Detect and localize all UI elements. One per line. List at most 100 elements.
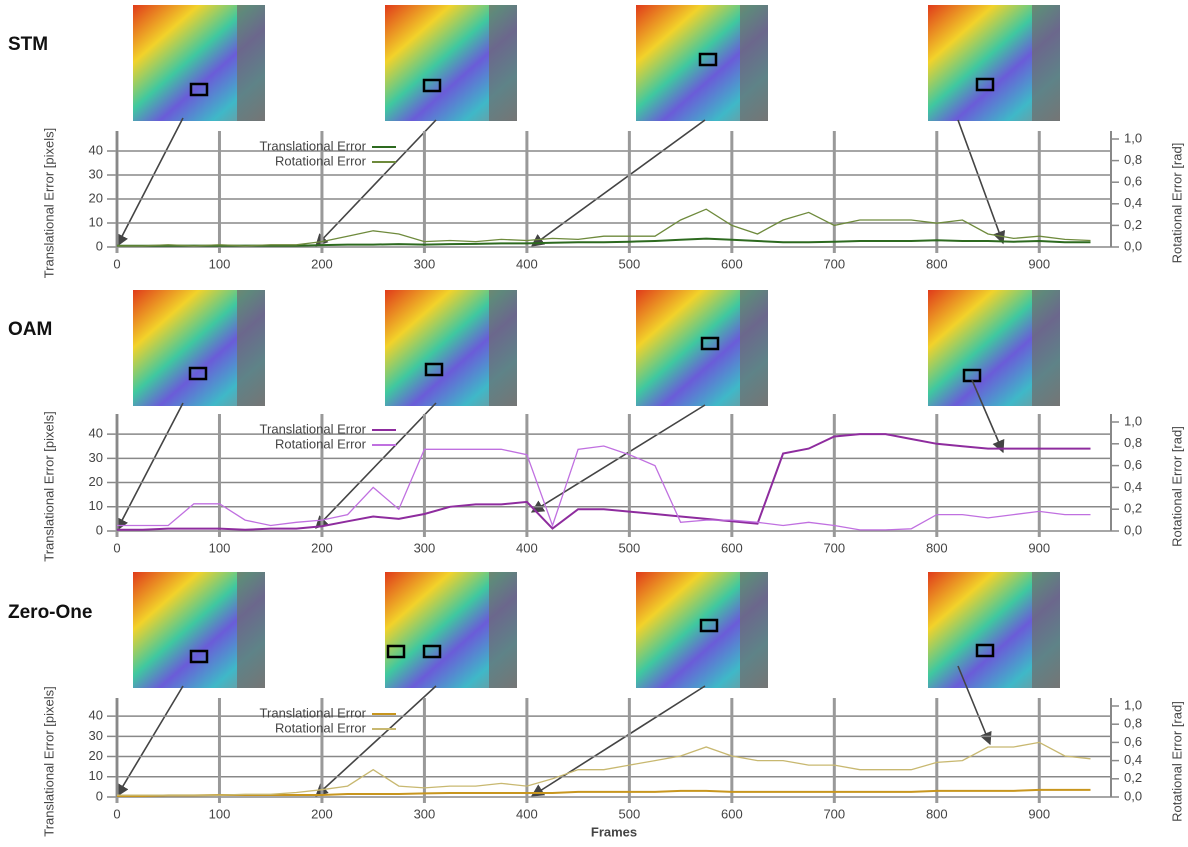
x-tick-label: 600 (721, 806, 743, 821)
x-tick-label: 100 (209, 256, 231, 271)
x-axis-label: Frames (591, 824, 637, 839)
x-tick-label: 900 (1028, 806, 1050, 821)
x-tick-label: 100 (209, 806, 231, 821)
y-tick-label: 40 (89, 142, 103, 157)
y-axis-label: Translational Error [pixels] (41, 686, 56, 837)
x-tick-label: 600 (721, 256, 743, 271)
legend-label: Translational Error (260, 705, 367, 720)
arrow (958, 120, 1003, 243)
y-tick-label: 40 (89, 708, 103, 723)
x-tick-label: 500 (619, 256, 641, 271)
x-tick-label: 0 (113, 540, 120, 555)
x-tick-label: 0 (113, 256, 120, 271)
legend-label: Rotational Error (275, 436, 367, 451)
face-image (133, 5, 265, 121)
y2-tick-label: 0,2 (1124, 770, 1142, 785)
y2-axis-label: Rotational Error [rad] (1169, 701, 1184, 822)
y2-tick-label: 0,4 (1124, 752, 1142, 767)
face-image (385, 5, 517, 121)
x-tick-label: 200 (311, 806, 333, 821)
thumbnails (133, 5, 1060, 688)
x-tick-label: 200 (311, 540, 333, 555)
legend-label: Translational Error (260, 421, 367, 436)
legend-label: Rotational Error (275, 153, 367, 168)
y-tick-label: 20 (89, 748, 103, 763)
y2-tick-label: 0,6 (1124, 734, 1142, 749)
y2-tick-label: 0,0 (1124, 238, 1142, 253)
arrow (316, 686, 436, 796)
data-line (117, 790, 1091, 796)
x-tick-label: 300 (414, 540, 436, 555)
y2-tick-label: 0,4 (1124, 195, 1142, 210)
y2-tick-label: 1,0 (1124, 697, 1142, 712)
x-tick-label: 800 (926, 256, 948, 271)
arrow (117, 118, 183, 246)
face-image (385, 290, 517, 406)
y-tick-label: 10 (89, 768, 103, 783)
x-tick-label: 100 (209, 540, 231, 555)
face-image (928, 290, 1060, 406)
figure: STM0102030400,00,20,40,60,81,00100200300… (0, 0, 1188, 847)
x-tick-label: 300 (414, 256, 436, 271)
y2-tick-label: 1,0 (1124, 130, 1142, 145)
y-tick-label: 40 (89, 426, 103, 441)
y2-tick-label: 0,8 (1124, 716, 1142, 731)
x-tick-label: 200 (311, 256, 333, 271)
legend-label: Translational Error (260, 138, 367, 153)
y-axis-label: Translational Error [pixels] (41, 411, 56, 562)
panel-title: STM (8, 34, 48, 55)
y-tick-label: 30 (89, 450, 103, 465)
panel-title: OAM (8, 319, 52, 340)
y-tick-label: 10 (89, 498, 103, 513)
face-image (636, 5, 768, 121)
face-image (133, 290, 265, 406)
arrow (117, 403, 183, 530)
legend-label: Rotational Error (275, 720, 367, 735)
y2-tick-label: 0,4 (1124, 479, 1142, 494)
y2-tick-label: 0,6 (1124, 457, 1142, 472)
face-image (133, 572, 265, 688)
y-tick-label: 0 (96, 238, 103, 253)
arrow (532, 120, 705, 246)
panel-title: Zero-One (8, 602, 92, 623)
y-tick-label: 30 (89, 728, 103, 743)
x-tick-label: 800 (926, 540, 948, 555)
arrow (117, 686, 183, 796)
x-tick-label: 300 (414, 806, 436, 821)
x-tick-label: 400 (516, 806, 538, 821)
y2-axis-label: Rotational Error [rad] (1169, 143, 1184, 264)
y-tick-label: 10 (89, 214, 103, 229)
y2-tick-label: 0,6 (1124, 174, 1142, 189)
x-tick-label: 500 (619, 540, 641, 555)
x-tick-label: 900 (1028, 540, 1050, 555)
arrow (532, 686, 705, 796)
y2-axis-label: Rotational Error [rad] (1169, 426, 1184, 547)
y-tick-label: 20 (89, 190, 103, 205)
x-tick-label: 600 (721, 540, 743, 555)
y-tick-label: 30 (89, 166, 103, 181)
y2-tick-label: 0,0 (1124, 522, 1142, 537)
y2-tick-label: 0,8 (1124, 152, 1142, 167)
y2-tick-label: 0,2 (1124, 217, 1142, 232)
x-tick-label: 700 (823, 256, 845, 271)
y2-tick-label: 0,8 (1124, 435, 1142, 450)
face-image (385, 572, 517, 688)
y-tick-label: 0 (96, 788, 103, 803)
y-axis-label: Translational Error [pixels] (41, 128, 56, 279)
y-tick-label: 0 (96, 522, 103, 537)
x-tick-label: 700 (823, 540, 845, 555)
x-tick-label: 400 (516, 540, 538, 555)
y2-tick-label: 0,0 (1124, 788, 1142, 803)
face-image (928, 572, 1060, 688)
y-tick-label: 20 (89, 474, 103, 489)
x-tick-label: 700 (823, 806, 845, 821)
x-tick-label: 800 (926, 806, 948, 821)
y2-tick-label: 0,2 (1124, 501, 1142, 516)
y2-tick-label: 1,0 (1124, 413, 1142, 428)
x-tick-label: 900 (1028, 256, 1050, 271)
x-tick-label: 400 (516, 256, 538, 271)
x-tick-label: 500 (619, 806, 641, 821)
face-image (928, 5, 1060, 121)
x-tick-label: 0 (113, 806, 120, 821)
